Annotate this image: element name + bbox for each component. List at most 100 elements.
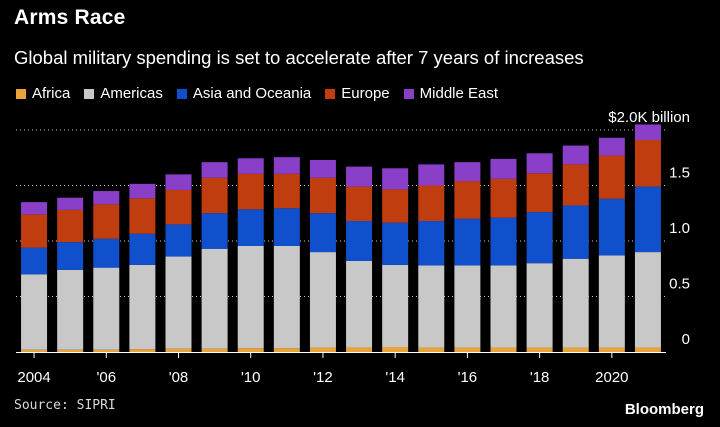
bar-segment-asia-and-oceania-2019: [562, 205, 589, 259]
bar-segment-middle-east-2008: [165, 174, 192, 190]
bar-segment-americas-2008: [165, 256, 192, 349]
bar-segment-europe-2012: [309, 177, 336, 214]
bar-segment-americas-2011: [273, 245, 300, 349]
bar-segment-middle-east-2020: [598, 137, 625, 156]
bar-segment-middle-east-2015: [418, 164, 445, 186]
bar-segment-americas-2019: [562, 258, 589, 348]
bar-segment-middle-east-2014: [382, 168, 409, 190]
bar-segment-americas-2005: [57, 269, 84, 350]
bar-segment-africa-2008: [165, 348, 192, 352]
bar-segment-europe-2019: [562, 164, 589, 206]
bar-segment-africa-2018: [526, 347, 553, 352]
bar-segment-europe-2020: [598, 155, 625, 199]
legend-item-asia-oceania: Asia and Oceania: [176, 85, 312, 102]
bar-segment-africa-2019: [562, 347, 589, 352]
chart-title: Arms Race: [14, 6, 126, 29]
bar-segment-middle-east-2018: [526, 153, 553, 174]
bar-segment-middle-east-2009: [201, 162, 228, 178]
bar-segment-asia-and-oceania-2006: [93, 238, 120, 268]
legend-swatch-europe: [325, 88, 336, 99]
bar-segment-middle-east-2012: [309, 159, 336, 178]
source-note: Source: SIPRI: [14, 398, 116, 413]
bar-segment-africa-2014: [382, 347, 409, 352]
y-tick-label: 0.5: [669, 276, 690, 293]
bar-segment-americas-2020: [598, 255, 625, 348]
bar-segment-europe-2017: [490, 178, 517, 218]
x-tick-label: 2020: [595, 369, 628, 386]
bar-segment-americas-2009: [201, 248, 228, 349]
bar-segment-asia-and-oceania-2015: [418, 221, 445, 266]
bar-segment-asia-and-oceania-2013: [346, 221, 373, 261]
legend-item-middle-east: Middle East: [403, 85, 498, 102]
legend-item-europe: Europe: [325, 85, 390, 102]
bar-segment-asia-and-oceania-2009: [201, 213, 228, 249]
legend: Africa Americas Asia and Oceania Europe …: [16, 85, 498, 102]
bar-segment-middle-east-2011: [273, 157, 300, 174]
legend-item-africa: Africa: [16, 85, 70, 102]
bar-segment-asia-and-oceania-2011: [273, 208, 300, 246]
bar-segment-asia-and-oceania-2021: [634, 186, 661, 253]
bar-segment-africa-2005: [57, 349, 84, 352]
legend-label-europe: Europe: [341, 85, 390, 102]
bar-segment-asia-and-oceania-2008: [165, 224, 192, 257]
bar-segment-middle-east-2010: [237, 158, 264, 174]
bar-segment-asia-and-oceania-2010: [237, 209, 264, 246]
legend-swatch-americas: [84, 88, 95, 99]
bar-segment-middle-east-2017: [490, 158, 517, 179]
legend-label-americas: Americas: [100, 85, 163, 102]
bar-segment-europe-2013: [346, 186, 373, 222]
bar-segment-africa-2015: [418, 347, 445, 352]
bar-segment-africa-2004: [21, 349, 48, 352]
legend-label-asia-oceania: Asia and Oceania: [192, 85, 312, 102]
bar-segment-africa-2011: [273, 348, 300, 352]
bar-segment-asia-and-oceania-2016: [454, 218, 481, 266]
bar-segment-europe-2009: [201, 177, 228, 214]
bar-segment-europe-2004: [21, 214, 48, 248]
legend-item-americas: Americas: [84, 85, 163, 102]
bar-segment-europe-2015: [418, 185, 445, 222]
bar-segment-africa-2016: [454, 347, 481, 352]
bar-segment-asia-and-oceania-2004: [21, 247, 48, 275]
bar-segment-europe-2007: [129, 198, 156, 234]
bar-segment-americas-2017: [490, 265, 517, 348]
bar-segment-middle-east-2019: [562, 145, 589, 165]
bar-segment-africa-2021: [634, 347, 661, 352]
bar-segment-asia-and-oceania-2005: [57, 242, 84, 270]
x-tick-label: '12: [313, 369, 333, 386]
bar-segment-americas-2004: [21, 274, 48, 350]
bar-segment-middle-east-2007: [129, 183, 156, 199]
bloomberg-logo: Bloomberg: [624, 401, 704, 418]
bar-segment-africa-2017: [490, 347, 517, 352]
y-axis-unit-label: $2.0K billion: [608, 109, 690, 126]
chart-subtitle: Global military spending is set to accel…: [14, 47, 584, 68]
bar-segment-asia-and-oceania-2014: [382, 222, 409, 265]
bar-segment-europe-2016: [454, 181, 481, 219]
bar-segment-europe-2010: [237, 173, 264, 210]
y-tick-label: 0: [682, 331, 690, 348]
x-tick-label: '18: [530, 369, 550, 386]
bar-segment-africa-2012: [309, 347, 336, 352]
bar-segment-africa-2006: [93, 349, 120, 352]
bar-segment-asia-and-oceania-2012: [309, 213, 336, 253]
bar-segment-middle-east-2004: [21, 202, 48, 215]
bar-segment-asia-and-oceania-2017: [490, 217, 517, 266]
x-tick-label: '14: [385, 369, 405, 386]
legend-swatch-middle-east: [403, 88, 414, 99]
bar-segment-americas-2015: [418, 265, 445, 348]
legend-label-africa: Africa: [32, 85, 71, 102]
bar-segment-middle-east-2006: [93, 191, 120, 205]
bar-segment-europe-2006: [93, 204, 120, 239]
y-tick-label: 1.0: [669, 220, 690, 237]
legend-swatch-asia-oceania: [176, 88, 187, 99]
x-tick-label: '10: [241, 369, 261, 386]
bar-segment-africa-2020: [598, 347, 625, 352]
bar-segment-americas-2012: [309, 252, 336, 348]
bar-segment-europe-2011: [273, 173, 300, 209]
bar-segment-americas-2013: [346, 260, 373, 348]
bar-segment-africa-2013: [346, 347, 373, 352]
bar-segment-asia-and-oceania-2020: [598, 198, 625, 256]
bar-segment-europe-2021: [634, 139, 661, 187]
bar-segment-americas-2021: [634, 252, 661, 348]
bar-segment-middle-east-2005: [57, 197, 84, 210]
y-tick-label: 1.5: [669, 165, 690, 182]
